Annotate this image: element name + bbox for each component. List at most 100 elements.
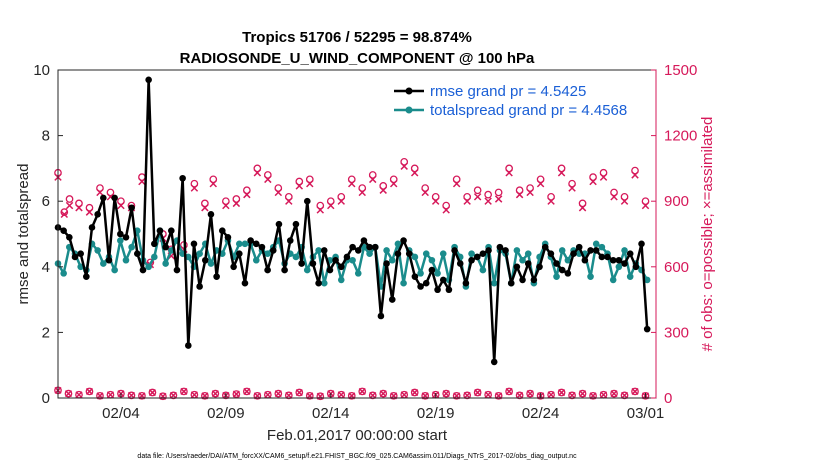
rmse-point [343,253,351,261]
rmse-point [179,174,186,182]
rmse-point [196,283,203,290]
obs-possible-marker [410,164,419,173]
obs-possible-marker [274,184,283,192]
rmse-point [638,240,645,248]
obs-assimilated-marker [64,390,73,398]
rmse-point [66,233,73,241]
x-tick-label: 02/09 [207,405,245,422]
obs-assimilated-marker [337,391,345,399]
obs-assimilated-marker [148,389,156,397]
obs-assimilated-marker [96,188,104,197]
spread-point [122,256,130,264]
spread-point [94,247,101,254]
spread-point [292,253,300,261]
rmse-point [111,194,118,202]
obs-possible-marker [127,391,136,400]
obs-possible-marker [568,391,576,400]
obs-possible-marker [641,197,650,206]
rmse-point [513,263,521,271]
obs-possible-marker [209,175,218,184]
rmse-point [77,250,84,257]
rmse-point [388,296,396,303]
rmse-point [269,247,277,254]
rmse-point [456,260,464,267]
rmse-point [185,342,192,349]
spread-point [264,250,271,257]
obs-assimilated-marker [232,199,241,208]
spread-point [117,237,124,244]
rmse-point [258,243,266,251]
rmse-point [275,220,283,228]
spread-point [428,256,436,264]
rmse-point [615,256,623,264]
rmse-point [264,266,271,274]
obs-possible-marker [515,391,524,400]
chart-title-line2: RADIOSONDE_U_WIND_COMPONENT @ 100 hPa [180,50,535,67]
rmse-point [360,237,368,244]
obs-possible-marker [242,387,251,396]
rmse-point [349,243,356,251]
spread-point [394,240,402,248]
spread-point [479,266,487,274]
obs-assimilated-marker [463,197,471,205]
obs-possible-marker [389,391,398,400]
obs-possible-marker [463,391,472,400]
obs-assimilated-marker [589,177,597,186]
rmse-point [128,204,135,212]
rmse-point [439,276,447,284]
obs-possible-marker [305,391,314,400]
obs-assimilated-marker [85,208,94,216]
rmse-point [383,260,390,267]
obs-assimilated-marker [274,390,282,398]
legend-rmse-label: rmse grand pr = 4.5425 [430,83,586,100]
rmse-point [485,247,492,254]
y-tick-label: 2 [42,324,50,341]
obs-assimilated-marker [337,197,345,205]
footer-data-file: data file: /Users/raeder/DAI/ATM_forcXX/… [137,453,577,460]
obs-assimilated-marker [620,197,629,205]
rmse-point [320,247,328,254]
obs-assimilated-marker [431,197,440,205]
obs-assimilated-marker [600,391,608,399]
obs-possible-marker [201,199,209,208]
obs-possible-marker [578,199,587,208]
rmse-point [405,250,413,257]
obs-possible-marker [505,164,513,173]
rmse-point [643,325,651,333]
spread-point [553,273,560,280]
obs-possible-marker [253,391,262,400]
spread-point [417,270,424,277]
rmse-point [609,256,617,264]
rmse-point [575,243,583,251]
obs-possible-marker [442,201,451,210]
y-tick-label: 8 [42,128,50,145]
rmse-point [292,220,300,228]
obs-possible-marker [547,192,555,201]
rmse-point [524,260,532,267]
rmse-point [117,230,124,238]
spread-point [241,240,249,248]
obs-assimilated-marker [264,391,272,399]
y2-tick-label: 1200 [664,128,697,145]
rmse-point [366,243,373,251]
obs-possible-marker [389,175,398,184]
rmse-point [201,256,209,264]
rmse-point [315,279,322,287]
obs-possible-marker [473,388,482,397]
obs-assimilated-marker [526,188,534,197]
rmse-point [592,247,600,254]
rmse-point [411,273,419,280]
rmse-point [134,250,141,257]
obs-assimilated-marker [369,391,377,399]
rmse-point [145,76,152,84]
obs-assimilated-marker [421,188,429,197]
obs-possible-marker [222,197,230,206]
obs-possible-marker [284,391,293,400]
obs-possible-marker [515,186,524,195]
rmse-point [162,243,169,251]
series-layer [54,76,651,366]
obs-count-markers [54,157,650,401]
obs-possible-marker [316,201,325,210]
spread-point [60,270,67,277]
